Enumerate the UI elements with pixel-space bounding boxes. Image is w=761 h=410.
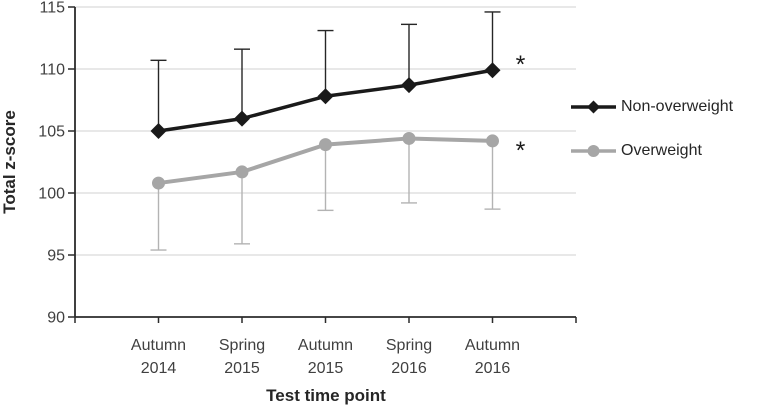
x-axis-label: Spring 2015	[218, 337, 266, 377]
y-tick-label: 105	[38, 124, 65, 141]
data-point-marker	[484, 62, 501, 79]
legend-item-overweight: Overweight	[570, 140, 733, 162]
x-axis-label: Autumn 2016	[464, 337, 521, 377]
x-axis-label: Autumn 2014	[130, 337, 187, 377]
significance-asterisk: *	[516, 137, 526, 165]
legend-label-overweight: Overweight	[621, 142, 702, 159]
data-point-marker	[152, 176, 165, 190]
y-tick-label: 100	[38, 186, 65, 203]
data-point-marker	[486, 134, 499, 148]
data-point-marker	[235, 165, 249, 179]
data-point-marker	[401, 77, 417, 94]
significance-asterisk: *	[516, 51, 526, 79]
data-point-marker	[319, 138, 332, 152]
x-axis-label: Autumn 2015	[297, 337, 354, 377]
legend-item-non-overweight: Non-overweight	[570, 96, 733, 118]
data-point-marker	[150, 123, 167, 139]
overweight-line-circle-icon	[571, 145, 616, 157]
data-point-marker	[234, 110, 250, 127]
y-tick-label: 95	[47, 248, 65, 265]
legend-marker	[587, 145, 600, 157]
chart-legend: Non-overweight Overweight	[570, 96, 733, 184]
x-axis-label: Spring 2016	[385, 337, 433, 377]
data-point-marker	[402, 131, 416, 145]
y-tick-label: 115	[39, 0, 65, 17]
data-point-marker	[317, 88, 334, 105]
x-axis-title: Test time point	[266, 386, 386, 405]
non-overweight-line-diamond-icon	[571, 100, 616, 114]
y-tick-label: 90	[47, 310, 65, 327]
legend-marker	[587, 100, 600, 114]
y-axis-title: Total z-score	[0, 110, 19, 214]
y-tick-label: 110	[39, 62, 65, 79]
legend-label-non-overweight: Non-overweight	[621, 98, 734, 115]
x-axis-labels: Autumn 2014 Spring 2015 Autumn 2015 Spring 2016…	[0, 334, 761, 384]
